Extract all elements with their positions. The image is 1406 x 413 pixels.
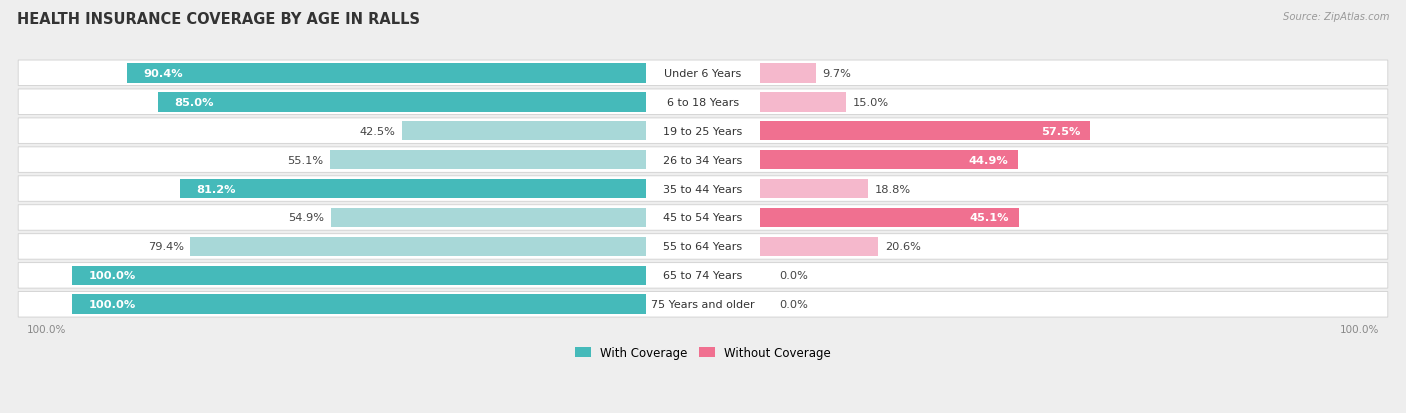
FancyBboxPatch shape bbox=[18, 292, 1388, 317]
Text: 20.6%: 20.6% bbox=[884, 242, 921, 252]
Text: 54.9%: 54.9% bbox=[288, 213, 325, 223]
FancyBboxPatch shape bbox=[18, 61, 1388, 86]
FancyBboxPatch shape bbox=[18, 176, 1388, 202]
Text: HEALTH INSURANCE COVERAGE BY AGE IN RALLS: HEALTH INSURANCE COVERAGE BY AGE IN RALL… bbox=[17, 12, 420, 27]
Text: 35 to 44 Years: 35 to 44 Years bbox=[664, 184, 742, 194]
Text: 100.0%: 100.0% bbox=[89, 271, 135, 281]
Bar bbox=[180, 179, 645, 199]
Bar bbox=[761, 93, 846, 112]
Text: 65 to 74 Years: 65 to 74 Years bbox=[664, 271, 742, 281]
Text: 45.1%: 45.1% bbox=[970, 213, 1010, 223]
Text: Source: ZipAtlas.com: Source: ZipAtlas.com bbox=[1282, 12, 1389, 22]
Text: 0.0%: 0.0% bbox=[779, 271, 808, 281]
Bar bbox=[330, 150, 645, 170]
Text: 57.5%: 57.5% bbox=[1040, 126, 1080, 136]
Bar bbox=[159, 93, 645, 112]
Bar bbox=[402, 121, 645, 141]
Text: 26 to 34 Years: 26 to 34 Years bbox=[664, 155, 742, 165]
Text: 6 to 18 Years: 6 to 18 Years bbox=[666, 97, 740, 107]
Text: 45 to 54 Years: 45 to 54 Years bbox=[664, 213, 742, 223]
Text: 0.0%: 0.0% bbox=[779, 299, 808, 310]
Text: 44.9%: 44.9% bbox=[969, 155, 1008, 165]
Bar bbox=[761, 64, 815, 83]
FancyBboxPatch shape bbox=[18, 147, 1388, 173]
Text: 19 to 25 Years: 19 to 25 Years bbox=[664, 126, 742, 136]
FancyBboxPatch shape bbox=[18, 234, 1388, 259]
Text: 55 to 64 Years: 55 to 64 Years bbox=[664, 242, 742, 252]
Text: 81.2%: 81.2% bbox=[195, 184, 236, 194]
Bar bbox=[72, 266, 645, 285]
Bar bbox=[72, 295, 645, 314]
Text: 100.0%: 100.0% bbox=[89, 299, 135, 310]
Bar bbox=[761, 179, 868, 199]
Text: 79.4%: 79.4% bbox=[148, 242, 184, 252]
Text: 85.0%: 85.0% bbox=[174, 97, 214, 107]
FancyBboxPatch shape bbox=[18, 263, 1388, 288]
Text: Under 6 Years: Under 6 Years bbox=[665, 69, 741, 78]
Bar bbox=[128, 64, 645, 83]
Bar bbox=[190, 237, 645, 256]
FancyBboxPatch shape bbox=[18, 205, 1388, 231]
Text: 18.8%: 18.8% bbox=[875, 184, 911, 194]
Text: 42.5%: 42.5% bbox=[360, 126, 395, 136]
FancyBboxPatch shape bbox=[18, 119, 1388, 144]
Legend: With Coverage, Without Coverage: With Coverage, Without Coverage bbox=[571, 342, 835, 364]
FancyBboxPatch shape bbox=[18, 90, 1388, 115]
Bar bbox=[330, 208, 645, 228]
Text: 90.4%: 90.4% bbox=[143, 69, 183, 78]
Text: 75 Years and older: 75 Years and older bbox=[651, 299, 755, 310]
Bar bbox=[761, 237, 879, 256]
Bar bbox=[761, 121, 1090, 141]
Text: 15.0%: 15.0% bbox=[852, 97, 889, 107]
Text: 55.1%: 55.1% bbox=[287, 155, 323, 165]
Bar bbox=[761, 208, 1019, 228]
Bar bbox=[761, 150, 1018, 170]
Text: 9.7%: 9.7% bbox=[823, 69, 851, 78]
